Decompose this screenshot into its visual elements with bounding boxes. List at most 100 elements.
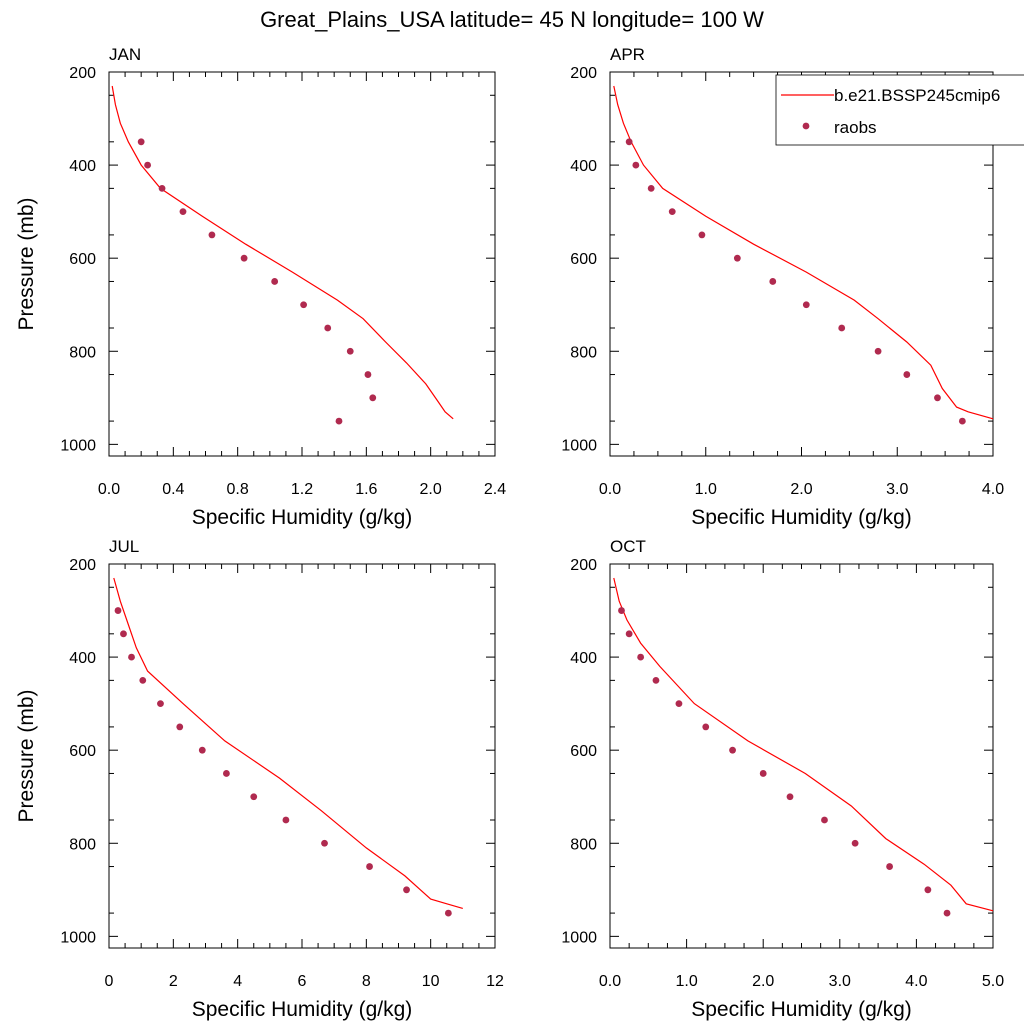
y-tick-label: 600: [69, 251, 96, 268]
x-tick-label: 4.0: [982, 481, 1004, 498]
y-tick-label: 1000: [561, 929, 597, 946]
raobs-point: [223, 770, 230, 777]
raobs-point: [282, 816, 290, 824]
y-tick-label: 400: [69, 158, 96, 175]
raobs-point: [632, 161, 640, 169]
raobs-point: [137, 138, 145, 146]
y-tick-label: 600: [570, 743, 597, 760]
raobs-point: [851, 839, 859, 847]
x-axis-title: Specific Humidity (g/kg): [691, 506, 912, 529]
x-axis-title: Specific Humidity (g/kg): [192, 506, 413, 529]
panel-title: JUL: [109, 537, 139, 556]
raobs-point: [250, 793, 258, 801]
raobs-point: [366, 863, 373, 870]
raobs-point: [698, 231, 706, 239]
x-tick-label: 1.0: [695, 481, 717, 498]
raobs-point: [675, 700, 683, 708]
raobs-point: [668, 208, 676, 216]
raobs-point: [769, 278, 777, 285]
model-line: [111, 85, 454, 420]
plot-frame: [108, 71, 496, 457]
raobs-point: [158, 184, 166, 192]
raobs-point: [128, 653, 135, 661]
raobs-point: [369, 394, 377, 402]
panel-oct: 200 400 600 800 1000 0.0 1.0 2.0 3.0 4.0 5.0 OCT Spe…: [561, 537, 1004, 1021]
x-axis-title: Specific Humidity (g/kg): [192, 998, 413, 1021]
x-tick-label: 0: [105, 973, 114, 990]
y-axis-title: Pressure (mb): [15, 689, 38, 822]
x-tick-label: 0.8: [227, 481, 249, 498]
x-tick-label: 2.0: [790, 481, 812, 498]
raobs-point: [733, 254, 741, 262]
y-axis-title: Pressure (mb): [15, 197, 38, 330]
y-tick-label: 400: [69, 650, 96, 667]
y-tick-label: 400: [570, 158, 597, 175]
y-tick-label: 400: [570, 650, 597, 667]
raobs-point: [179, 208, 187, 216]
raobs-point: [176, 723, 184, 731]
raobs-point: [346, 347, 354, 355]
raobs-point: [300, 301, 308, 309]
x-tick-label: 3.0: [829, 973, 851, 990]
raobs-point: [729, 746, 736, 754]
y-tick-label: 800: [570, 836, 597, 853]
x-tick-label: 4: [233, 973, 242, 990]
y-tick-label: 200: [570, 557, 597, 574]
raobs-point: [364, 371, 372, 378]
panel-title: APR: [610, 45, 645, 64]
raobs-point: [958, 417, 966, 425]
x-tick-label: 0.0: [599, 481, 621, 498]
panel-apr: 200 400 600 800 1000 0.0 1.0 2.0 3.0 4.0 APR Specif…: [561, 45, 1004, 529]
raobs-point: [874, 347, 882, 355]
y-tick-label: 200: [69, 65, 96, 82]
x-tick-label: 1.0: [675, 973, 697, 990]
x-tick-label: 4.0: [905, 973, 927, 990]
raobs-point: [335, 417, 343, 425]
x-tick-label: 10: [422, 973, 440, 990]
raobs-point: [838, 324, 846, 332]
raobs-point: [652, 676, 660, 684]
x-tick-label: 0.4: [162, 481, 184, 498]
raobs-point: [759, 770, 767, 777]
x-tick-label: 0.0: [98, 481, 120, 498]
main-title: Great_Plains_USA latitude= 45 N longitud…: [260, 7, 764, 32]
x-tick-label: 6: [298, 973, 307, 990]
y-tick-label: 800: [570, 344, 597, 361]
model-line: [113, 577, 463, 909]
raobs-point: [637, 653, 645, 661]
raobs-point: [886, 863, 893, 870]
x-tick-label: 2.0: [752, 973, 774, 990]
x-tick-label: 3.0: [886, 481, 908, 498]
raobs-point: [198, 746, 206, 754]
x-tick-label: 8: [362, 973, 371, 990]
x-tick-label: 2: [169, 973, 178, 990]
plot-frame: [609, 563, 994, 949]
raobs-point: [208, 231, 216, 239]
raobs-point: [647, 184, 655, 192]
raobs-point: [625, 138, 633, 146]
raobs-point: [802, 301, 810, 309]
raobs-point: [702, 723, 710, 731]
panel-title: OCT: [610, 537, 646, 556]
raobs-point: [321, 839, 328, 847]
x-tick-label: 12: [486, 973, 504, 990]
panel-jul: 200 400 600 800 1000 0 2 4 6 8 10 12 JUL Specific Hum…: [15, 537, 504, 1021]
model-line: [613, 85, 994, 420]
y-tick-label: 800: [69, 344, 96, 361]
y-tick-label: 600: [570, 251, 597, 268]
x-tick-label: 2.0: [420, 481, 442, 498]
raobs-point: [240, 254, 248, 262]
panels: 200 400 600 800 1000 0.0 0.4 0.8 1.2 1.6 2.0 2.4 JAN…: [15, 45, 1004, 1021]
raobs-point: [924, 886, 932, 894]
panel-title: JAN: [109, 45, 141, 64]
raobs-point: [120, 630, 127, 638]
x-tick-label: 2.4: [484, 481, 506, 498]
x-tick-label: 1.2: [291, 481, 313, 498]
raobs-point: [444, 909, 452, 917]
x-tick-label: 5.0: [982, 973, 1004, 990]
panel-jan: 200 400 600 800 1000 0.0 0.4 0.8 1.2 1.6 2.0 2.4 JAN…: [15, 45, 506, 529]
legend-box: [775, 74, 1024, 146]
raobs-point: [139, 676, 147, 684]
raobs-point: [943, 909, 951, 917]
y-tick-label: 1000: [60, 437, 96, 454]
